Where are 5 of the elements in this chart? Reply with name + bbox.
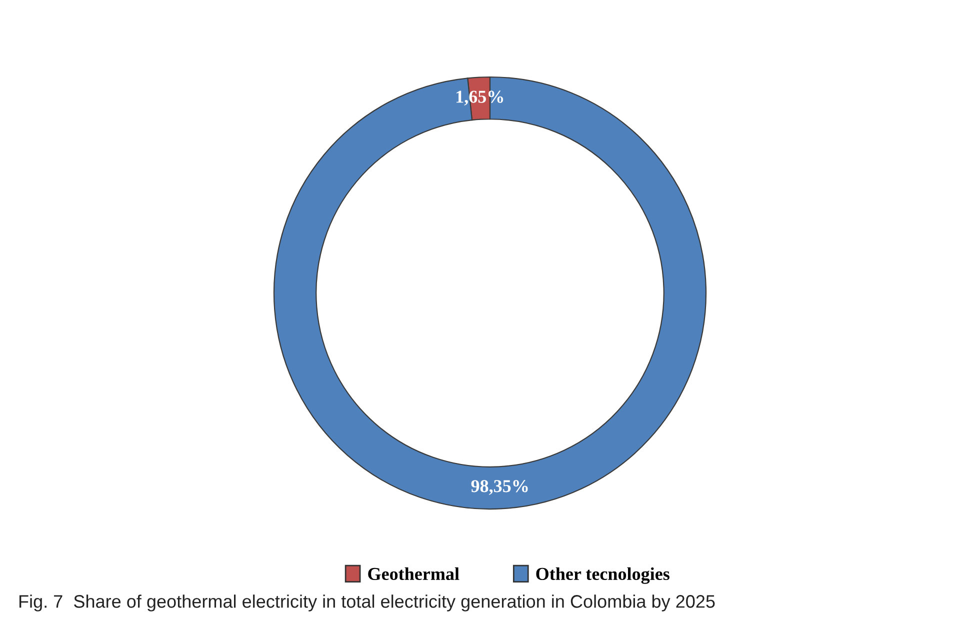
caption: Fig. 7 Share of geothermal electricity in total electricity generation in Colombia by 2025 (19, 594, 715, 612)
donut-slice (273, 76, 707, 510)
legend-label: Other tecnologies (536, 567, 670, 584)
data-label: 98,35% (471, 480, 528, 495)
legend-label: Geothermal (368, 567, 460, 580)
